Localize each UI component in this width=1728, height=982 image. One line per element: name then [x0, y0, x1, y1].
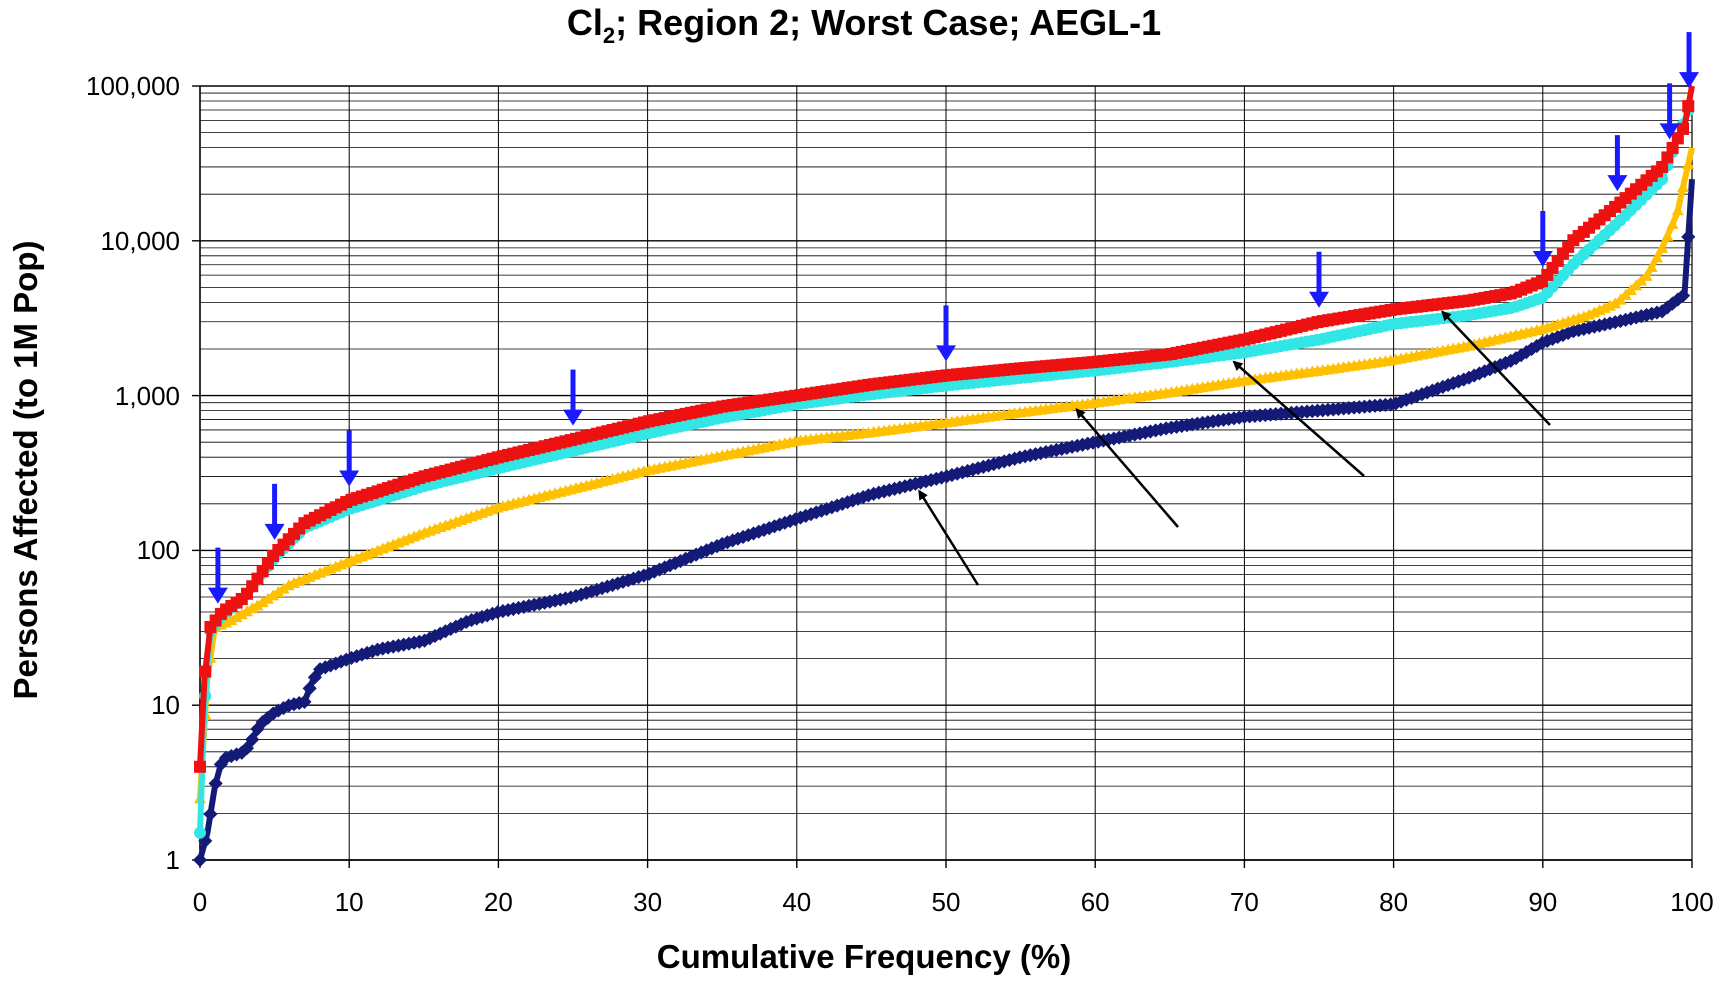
blue-arrow [1309, 251, 1329, 308]
x-tick-label: 40 [782, 887, 812, 917]
x-tick-label: 50 [931, 887, 961, 917]
blue-arrow [936, 305, 956, 362]
x-tick-label: 80 [1379, 887, 1409, 917]
x-tick-label: 90 [1528, 887, 1558, 917]
data-point [297, 694, 312, 709]
data-point [1666, 217, 1679, 229]
annotation-arrow [1075, 407, 1179, 528]
data-point [194, 826, 206, 839]
series-t-15-min [192, 179, 1696, 868]
data-point [272, 585, 285, 597]
data-point [1671, 204, 1684, 216]
x-tick-label: 100 [1670, 887, 1714, 917]
y-tick-label: 10,000 [100, 225, 180, 256]
data-point [203, 807, 218, 822]
data-point [267, 589, 280, 601]
data-point [199, 665, 212, 678]
data-point [261, 592, 274, 604]
data-point [1682, 100, 1695, 113]
blue-arrow [264, 483, 285, 540]
annotation-arrow [918, 489, 980, 586]
data-point [225, 614, 238, 626]
annotation-arrow [1441, 310, 1551, 426]
data-point [256, 596, 269, 608]
title-rest: ; Region 2; Worst Case; AEGL-1 [615, 2, 1162, 43]
data-point [1682, 158, 1695, 170]
y-tick-label: 1,000 [114, 380, 180, 411]
data-point [1666, 141, 1679, 154]
x-tick-label: 60 [1080, 887, 1110, 917]
x-tick-label: 30 [633, 887, 663, 917]
data-point [1671, 132, 1684, 145]
blue-arrow [1607, 135, 1628, 192]
data-point [1640, 269, 1653, 281]
chart-title: Cl2; Region 2; Worst Case; AEGL-1 [0, 2, 1728, 49]
title-main: Cl [566, 2, 603, 43]
x-tick-label: 10 [334, 887, 364, 917]
series-t-30-min [194, 146, 1695, 804]
data-point [235, 608, 248, 620]
blue-arrow [1679, 32, 1700, 89]
y-tick-label: 100 [136, 535, 180, 566]
data-point [1661, 151, 1674, 164]
data-point [240, 605, 253, 617]
data-point [1681, 229, 1696, 244]
blue-arrow [207, 547, 228, 604]
data-point [1675, 288, 1691, 303]
blue-arrow [339, 430, 360, 487]
data-point [1677, 122, 1690, 135]
data-point [1656, 241, 1669, 253]
data-point [1677, 181, 1690, 193]
blue-arrow [1532, 210, 1553, 267]
data-point [1650, 251, 1663, 263]
data-point [192, 852, 208, 868]
data-point [1645, 260, 1658, 272]
data-point [277, 582, 290, 594]
blue-arrow [563, 369, 583, 426]
blue-arrow [1659, 83, 1680, 140]
data-point [230, 611, 243, 623]
data-point [1656, 160, 1669, 173]
x-tick-label: 0 [192, 887, 208, 917]
data-point [302, 681, 317, 696]
title-subscript: 2 [602, 23, 616, 49]
data-point [245, 732, 260, 747]
data-point [1609, 297, 1622, 309]
data-point [208, 776, 223, 791]
data-point [1661, 229, 1674, 241]
series-t-360-min [194, 85, 1695, 773]
x-tick-label: 70 [1229, 887, 1259, 917]
data-point [251, 599, 264, 611]
annotation-arrow [1232, 360, 1365, 477]
y-tick-label: 10 [151, 690, 180, 721]
x-tick-label: 20 [483, 887, 513, 917]
y-tick-label: 1 [165, 845, 180, 875]
data-point [194, 760, 206, 773]
data-point [246, 602, 259, 614]
x-axis-label: Cumulative Frequency (%) [656, 938, 1072, 975]
y-tick-label: 100,000 [86, 71, 180, 101]
